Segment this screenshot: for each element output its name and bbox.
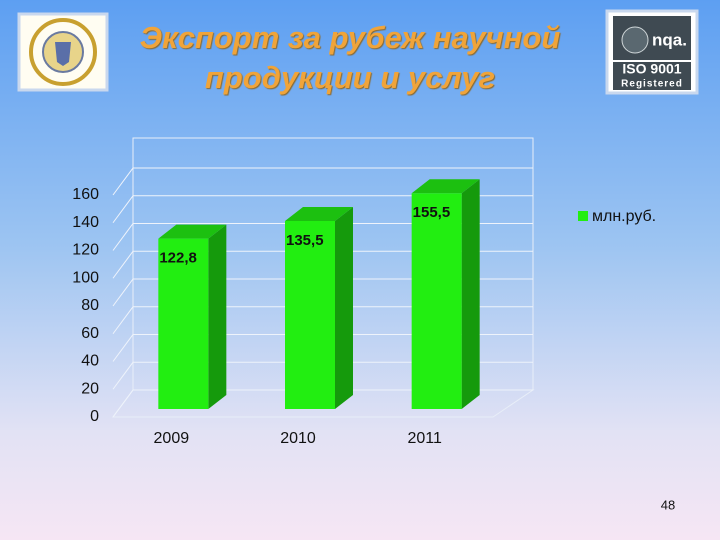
value-label: 122,8 — [159, 250, 197, 267]
bar-side — [461, 179, 480, 409]
y-tick-label: 140 — [72, 214, 99, 231]
bar-side — [208, 224, 227, 409]
bar-top — [285, 206, 353, 221]
y-tick-label: 80 — [81, 297, 99, 314]
iso-logo: nqa. ISO 9001 Registered — [605, 9, 699, 95]
grid-line — [112, 278, 533, 307]
grid-line — [112, 334, 533, 362]
bar-side — [335, 206, 353, 409]
grid-line — [112, 167, 533, 196]
page-number: 48 — [661, 497, 675, 512]
value-label: 135,5 — [286, 232, 324, 249]
grid-line — [112, 389, 533, 418]
bar-top — [158, 224, 227, 239]
x-tick-label: 2010 — [280, 430, 316, 447]
bar — [158, 238, 209, 409]
y-tick-label: 60 — [81, 325, 99, 342]
logo-text: Registered — [621, 79, 683, 90]
logo-text: ISO 9001 — [622, 61, 681, 77]
bar — [285, 220, 335, 409]
y-tick-label: 120 — [72, 242, 99, 259]
legend-swatch — [578, 211, 588, 221]
x-tick-label: 2009 — [154, 430, 190, 447]
grid-line — [112, 195, 533, 224]
legend-label: млн.руб. — [592, 208, 656, 225]
university-logo — [17, 12, 109, 92]
grid-line — [112, 250, 533, 279]
grid-line — [112, 306, 533, 335]
y-tick-label: 100 — [72, 269, 99, 286]
y-tick-label: 0 — [90, 408, 99, 425]
y-tick-label: 40 — [81, 353, 99, 370]
y-tick-label: 20 — [81, 380, 99, 397]
grid-line — [112, 223, 533, 251]
value-label: 155,5 — [413, 204, 451, 221]
x-tick-label: 2011 — [407, 430, 442, 447]
y-tick-label: 160 — [72, 186, 99, 203]
bar-top — [411, 179, 480, 194]
grid-line — [112, 361, 533, 390]
logo-text: nqa. — [652, 30, 687, 49]
bar — [411, 193, 462, 409]
slide-title: Экспорт за рубеж научной продукции и усл… — [139, 20, 561, 95]
